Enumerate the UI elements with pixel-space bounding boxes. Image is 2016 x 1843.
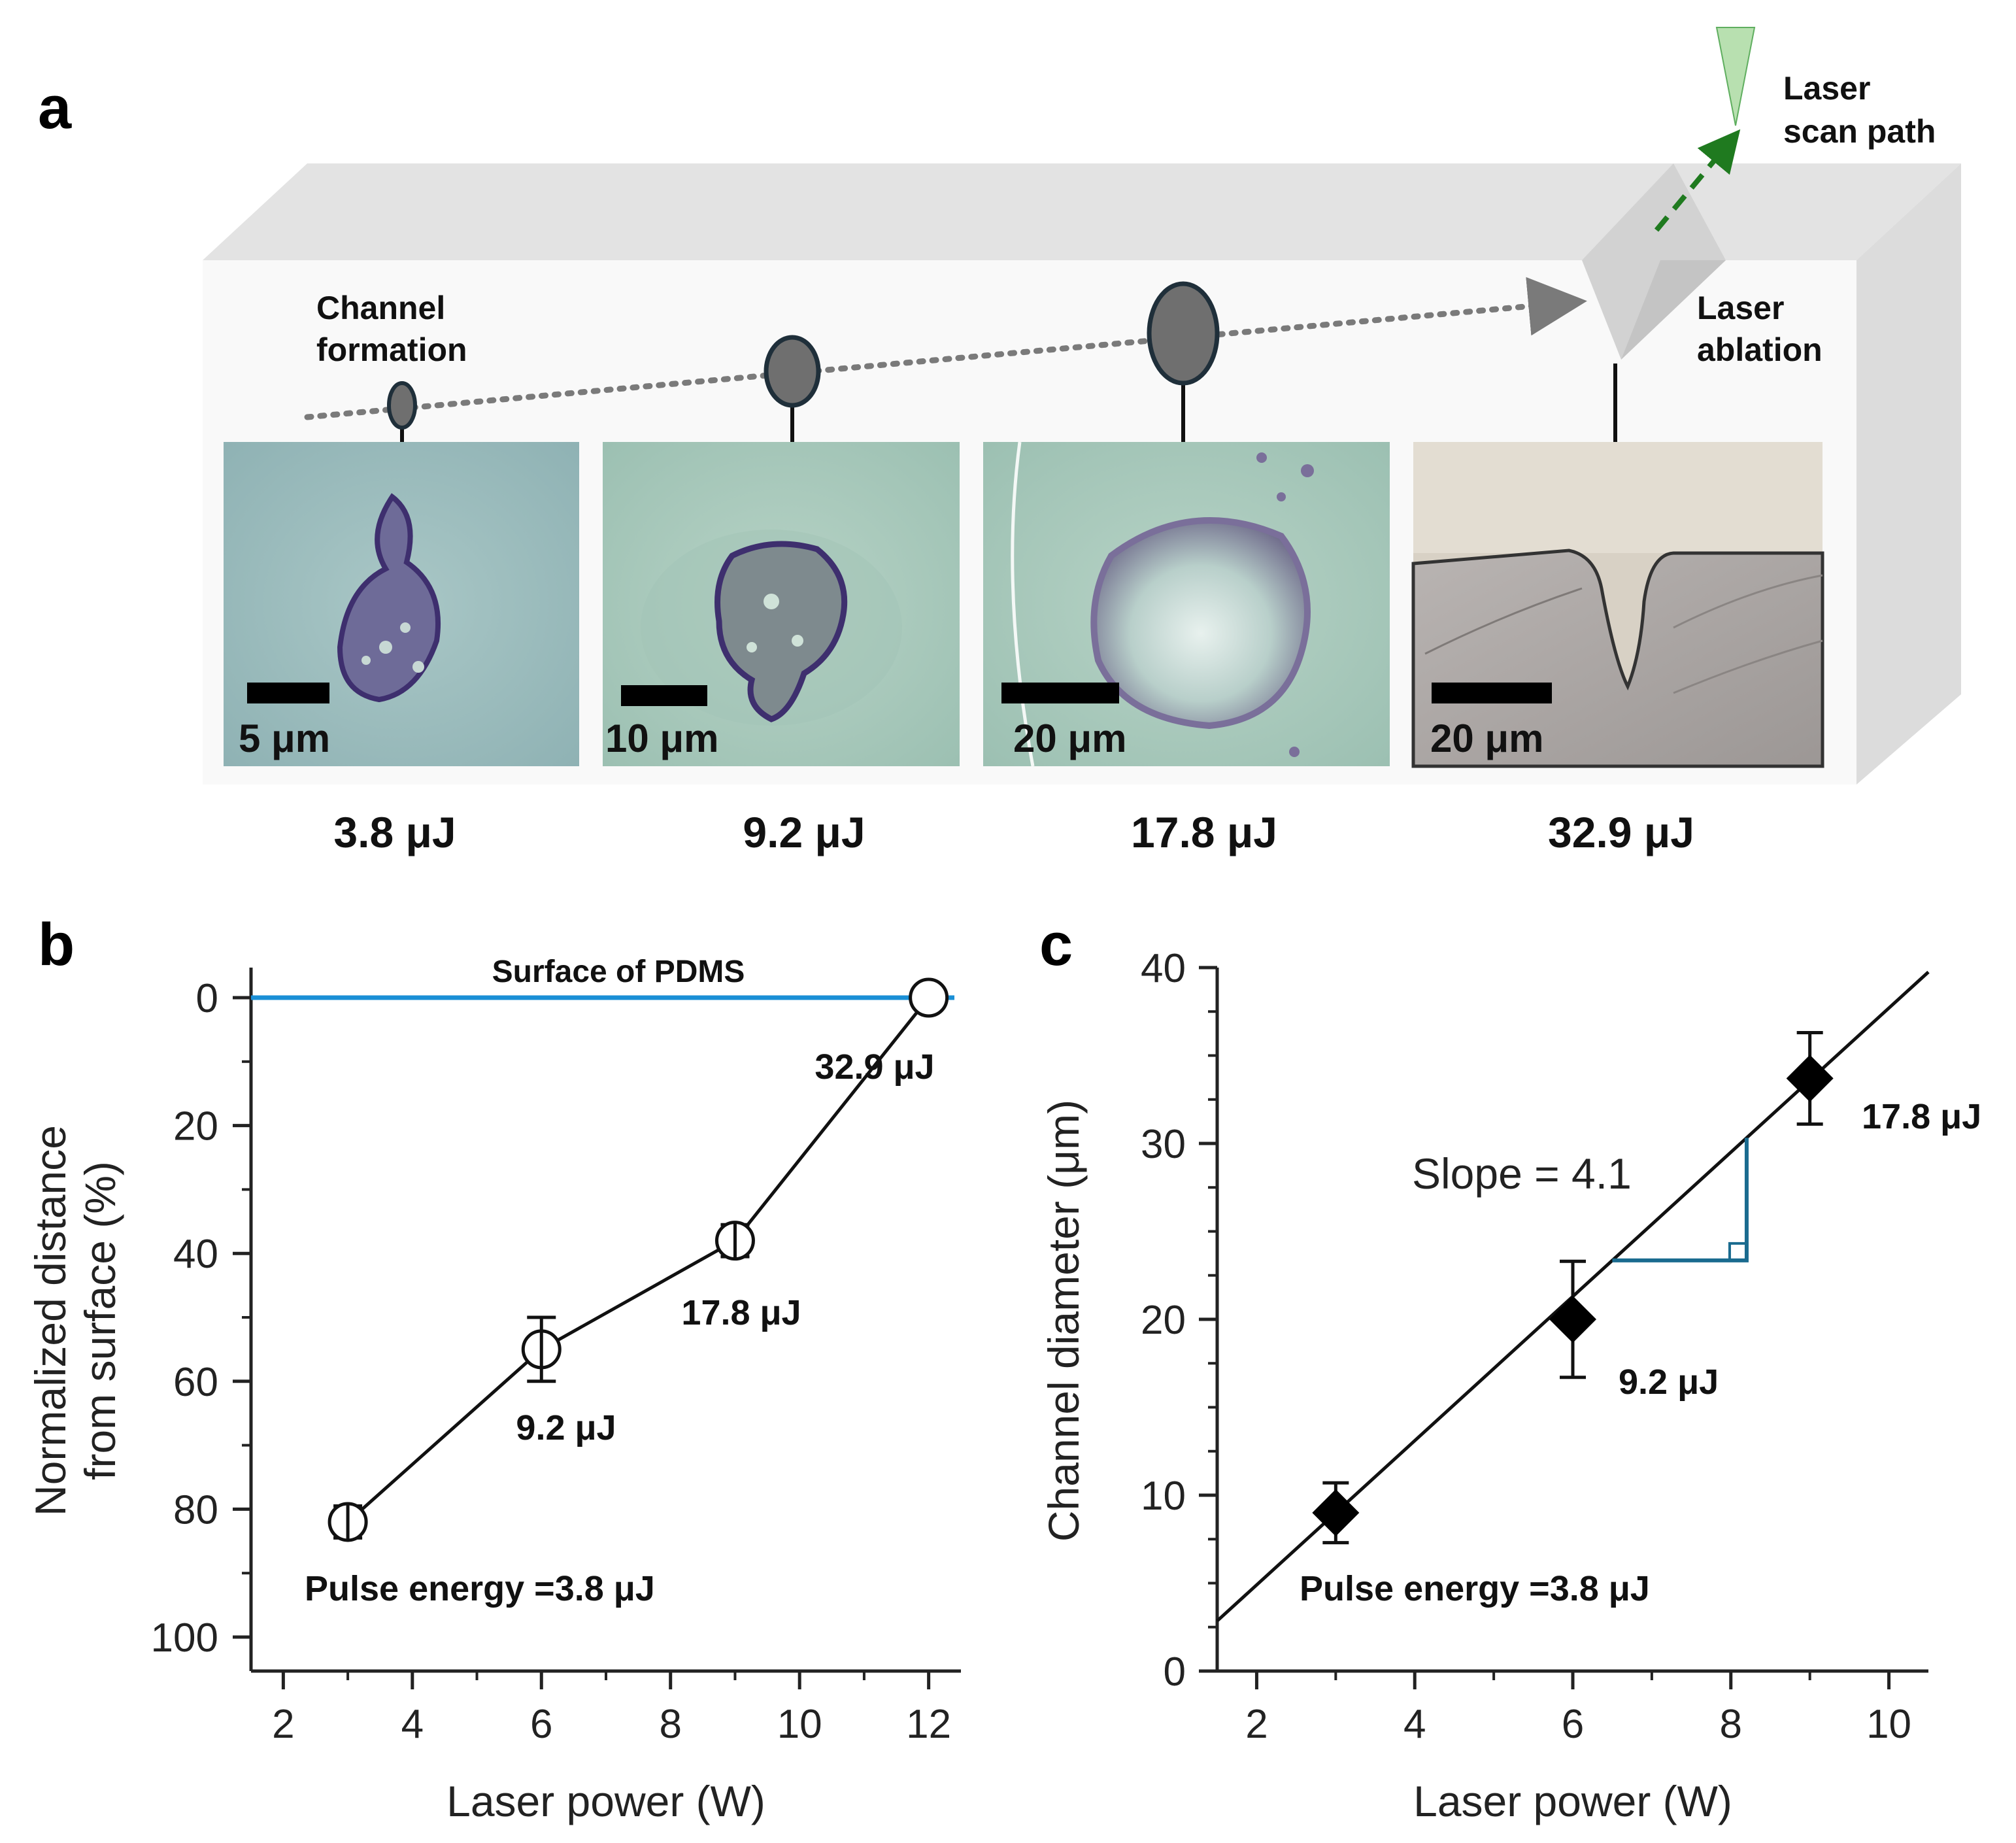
- b-surface-label: Surface of PDMS: [492, 955, 745, 989]
- panel-a: a Laser scan path Channel formation Lase…: [38, 27, 1961, 856]
- b-x-axis-label: Laser power (W): [446, 1777, 765, 1825]
- laser-scan-path-label-1: Laser: [1783, 70, 1870, 107]
- panel-a-letter: a: [38, 75, 72, 141]
- c-x-tick-label: 4: [1403, 1702, 1426, 1747]
- scale-bar-label-1: 5 μm: [239, 717, 330, 760]
- b-x-tick-label: 6: [530, 1702, 552, 1747]
- b-y-tick-label: 100: [151, 1615, 218, 1661]
- b-y-tick-label: 40: [173, 1232, 218, 1277]
- channel-formation-label-2: formation: [316, 331, 467, 368]
- b-x-tick-label: 2: [272, 1702, 294, 1747]
- b-x-tick-label: 12: [906, 1702, 951, 1747]
- micrograph-2: [603, 442, 960, 766]
- laser-ablation-label-2: ablation: [1697, 331, 1823, 368]
- c-right-angle-mark: [1728, 1242, 1748, 1262]
- b-point-label: 9.2 μJ: [516, 1408, 616, 1447]
- b-point-label: 17.8 μJ: [681, 1293, 801, 1332]
- scan-direction-arrow: [1654, 129, 1741, 232]
- block-top-face: [203, 163, 1961, 260]
- b-x-tick-label: 8: [659, 1702, 681, 1747]
- b-x-tick-label: 4: [401, 1702, 424, 1747]
- panel-c-letter: c: [1039, 911, 1073, 978]
- micrograph-4: [1411, 442, 1824, 768]
- c-y-tick-label: 20: [1141, 1298, 1186, 1343]
- panel-b-letter: b: [38, 911, 75, 978]
- channel-3: [1147, 281, 1220, 386]
- c-x-axis-label: Laser power (W): [1413, 1777, 1732, 1825]
- c-point-label: Pulse energy =3.8 μJ: [1300, 1569, 1650, 1608]
- b-data-point: [909, 977, 949, 1018]
- c-y-tick-label: 10: [1141, 1474, 1186, 1519]
- panel-b-chart: b 0 20 40 60 80 100 2 4 6 8 10 12 Laser power (W) Nor…: [26, 911, 961, 1825]
- c-x-tick-label: 8: [1720, 1702, 1742, 1747]
- energy-label-3: 17.8 μJ: [1131, 808, 1277, 856]
- ablation-groove: [1582, 163, 1726, 360]
- laser-beam-icon: [1715, 27, 1756, 126]
- b-y-tick-label: 0: [196, 976, 218, 1021]
- c-y-tick-label: 0: [1164, 1649, 1186, 1695]
- scale-bar-label-4: 20 μm: [1430, 717, 1543, 760]
- b-x-tick-label: 10: [777, 1702, 822, 1747]
- c-x-tick-label: 6: [1562, 1702, 1584, 1747]
- scale-bar-label-3: 20 μm: [1013, 717, 1126, 760]
- b-y-tick-label: 80: [173, 1487, 218, 1532]
- c-data-point: [1312, 1489, 1360, 1536]
- b-point-label: Pulse energy =3.8 μJ: [305, 1569, 655, 1608]
- channel-1: [387, 381, 417, 430]
- panel-c-chart: c 0 10 20 30 40 2 4 6 8 10 Laser power (W) Channel …: [1039, 911, 1981, 1825]
- c-y-axis-label: Channel diameter (μm): [1039, 1100, 1088, 1542]
- c-data-point: [1549, 1296, 1596, 1343]
- ablation-groove-shade: [1621, 260, 1726, 360]
- channel-2: [764, 335, 821, 408]
- laser-ablation-label-1: Laser: [1697, 290, 1784, 326]
- c-data-point: [1786, 1055, 1834, 1102]
- c-x-tick-label: 2: [1245, 1702, 1268, 1747]
- c-y-tick-label: 40: [1141, 946, 1186, 991]
- b-y-tick-label: 20: [173, 1104, 218, 1149]
- block-side-face: [1856, 163, 1961, 785]
- scan-path-dotted: [304, 277, 1587, 420]
- b-y-tick-label: 60: [173, 1360, 218, 1405]
- scale-bar-label-2: 10 μm: [605, 717, 718, 760]
- c-x-tick-label: 10: [1866, 1702, 1911, 1747]
- energy-label-2: 9.2 μJ: [743, 808, 865, 856]
- energy-label-4: 32.9 μJ: [1548, 808, 1694, 856]
- b-series-line: [346, 996, 930, 1523]
- c-point-label: 9.2 μJ: [1619, 1362, 1719, 1402]
- c-y-tick-label: 30: [1141, 1122, 1186, 1167]
- micrograph-3: [983, 441, 1390, 767]
- b-y-axis-label: Normalized distancefrom surface (%): [26, 1125, 124, 1516]
- c-slope-label: Slope = 4.1: [1412, 1149, 1632, 1198]
- b-point-label: 32.9 μJ: [815, 1047, 934, 1087]
- laser-scan-path-label-2: scan path: [1783, 113, 1936, 150]
- channel-formation-label-1: Channel: [316, 290, 445, 326]
- micrograph-1: [224, 442, 579, 766]
- c-point-label: 17.8 μJ: [1862, 1097, 1981, 1136]
- energy-label-1: 3.8 μJ: [333, 808, 456, 856]
